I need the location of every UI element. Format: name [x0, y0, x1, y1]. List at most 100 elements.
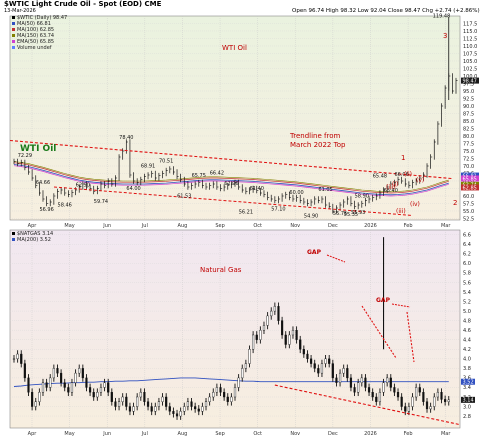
gas-candle-body [415, 387, 418, 398]
price-label: 119.48 [433, 14, 451, 20]
y-tick-label: 82.5 [463, 126, 474, 132]
gas-candle-body [103, 382, 106, 388]
price-label: 60.00 [289, 190, 303, 196]
y-tick-label: 6.4 [463, 242, 471, 248]
gas-candle-body [107, 382, 110, 393]
gas-candle-body [422, 392, 425, 402]
gas-candle-body [194, 406, 197, 410]
y-tick-label: 4.6 [463, 328, 471, 334]
gas-candle-body [425, 401, 429, 410]
month-label: Jun [102, 223, 111, 229]
gas-candle-body [317, 368, 320, 374]
gas-candle-body [342, 368, 345, 374]
gas-candle-body [136, 396, 139, 407]
gas-candle-body [49, 377, 52, 388]
y-tick-label: 95.0 [463, 89, 474, 95]
legend-entry: Volume undef [17, 45, 52, 51]
y-tick-label: 107.5 [463, 51, 477, 57]
gas-candle-body [56, 368, 59, 374]
gas-candle-body [429, 406, 432, 410]
gas-candle-body [335, 377, 338, 383]
gas-candle-body [74, 372, 77, 383]
gas-candle-body [190, 401, 193, 407]
month-label: Sep [215, 431, 224, 437]
price-label: 54.90 [304, 213, 318, 219]
y-tick-label: 90.0 [463, 104, 474, 110]
legend-swatch [12, 34, 15, 37]
wave-2: 2 [453, 199, 457, 207]
gas-candle-body [371, 392, 374, 398]
wave-1: 1 [401, 154, 405, 162]
gas-candle-body [150, 406, 153, 412]
month-label: Mar [441, 223, 451, 229]
price-tag-bg [461, 184, 479, 191]
gas-candle-body [306, 353, 309, 360]
gas-price-tag: 3.14 [463, 398, 474, 404]
annotation-trendline-2: March 2022 Top [290, 141, 346, 149]
gas-candle-body [270, 310, 273, 317]
price-label: 58.90 [355, 193, 369, 199]
gas-candle-body [378, 392, 382, 402]
y-tick-label: 5.2 [463, 299, 471, 305]
gas-candle-body [393, 387, 396, 393]
month-label: Feb [404, 223, 413, 229]
month-label: Oct [253, 431, 262, 437]
legend-entry: MA(200) 3.52 [17, 237, 51, 243]
gas-candle-body [241, 368, 244, 379]
wave-v: (v) [416, 177, 424, 184]
annotation-trendline-1: Trendline from [289, 132, 340, 140]
legend-swatch [12, 232, 15, 235]
price-label: 64.00 [126, 186, 140, 192]
gas-candle-body [407, 406, 411, 412]
annotation-wti-left: WTI Oil [20, 144, 56, 154]
legend-entry: $NATGAS 3.14 [17, 231, 53, 237]
gas-candle-body [165, 396, 168, 407]
gas-candle-body [266, 315, 269, 326]
month-label: 2026 [364, 223, 377, 229]
annotation-wti-title: WTI Oil [222, 44, 247, 52]
month-label: Oct [253, 223, 262, 229]
price-tag: 62.85 [463, 185, 477, 191]
price-label: 63.40 [384, 188, 398, 194]
gas-trendline [274, 384, 461, 426]
y-tick-label: 92.5 [463, 96, 474, 102]
gas-candle-body [114, 401, 117, 407]
gas-candle-body [320, 363, 324, 374]
gas-candle-body [309, 358, 313, 364]
gas-candle-body [313, 363, 316, 369]
y-tick-label: 4.2 [463, 347, 471, 353]
gas-candle-body [418, 387, 421, 393]
gas-candle-body [447, 399, 450, 402]
legend-entry: MA(150) 63.74 [17, 33, 54, 39]
y-tick-label: 4.4 [463, 338, 471, 344]
price-label: 58.46 [58, 203, 72, 209]
gas-candle-body [208, 396, 211, 402]
gas-candle-body [117, 401, 121, 407]
y-tick-label: 3.0 [463, 404, 471, 410]
month-label: May [64, 223, 74, 229]
y-tick-label: 117.5 [463, 21, 477, 27]
gas-candle-body [389, 377, 392, 388]
gas-candle-body [331, 363, 334, 379]
y-tick-label: 115.0 [463, 29, 477, 35]
price-label: 56.96 [39, 207, 53, 213]
gas-candle-body [226, 396, 229, 402]
gas-candle-body [404, 406, 407, 412]
y-tick-label: 3.4 [463, 385, 471, 391]
wave-iii-b: (iii) [396, 208, 406, 215]
gas-candle-body [255, 334, 258, 340]
gas-candle-body [81, 368, 84, 379]
gas-candle-body [400, 396, 403, 407]
annotation-gap-2: GAP [376, 297, 391, 304]
month-label: Dec [328, 223, 338, 229]
legend-entry: $WTIC (Daily) 98.47 [17, 15, 67, 21]
y-tick-label: 72.5 [463, 156, 474, 162]
gas-candle-body [328, 358, 331, 364]
gas-candle-body [262, 325, 266, 331]
y-tick-label: 70.0 [463, 164, 474, 170]
wave-ii: (ii) [404, 171, 412, 178]
gas-candle-body [92, 392, 95, 398]
y-tick-label: 77.5 [463, 141, 474, 147]
gas-candle-body [179, 411, 182, 417]
